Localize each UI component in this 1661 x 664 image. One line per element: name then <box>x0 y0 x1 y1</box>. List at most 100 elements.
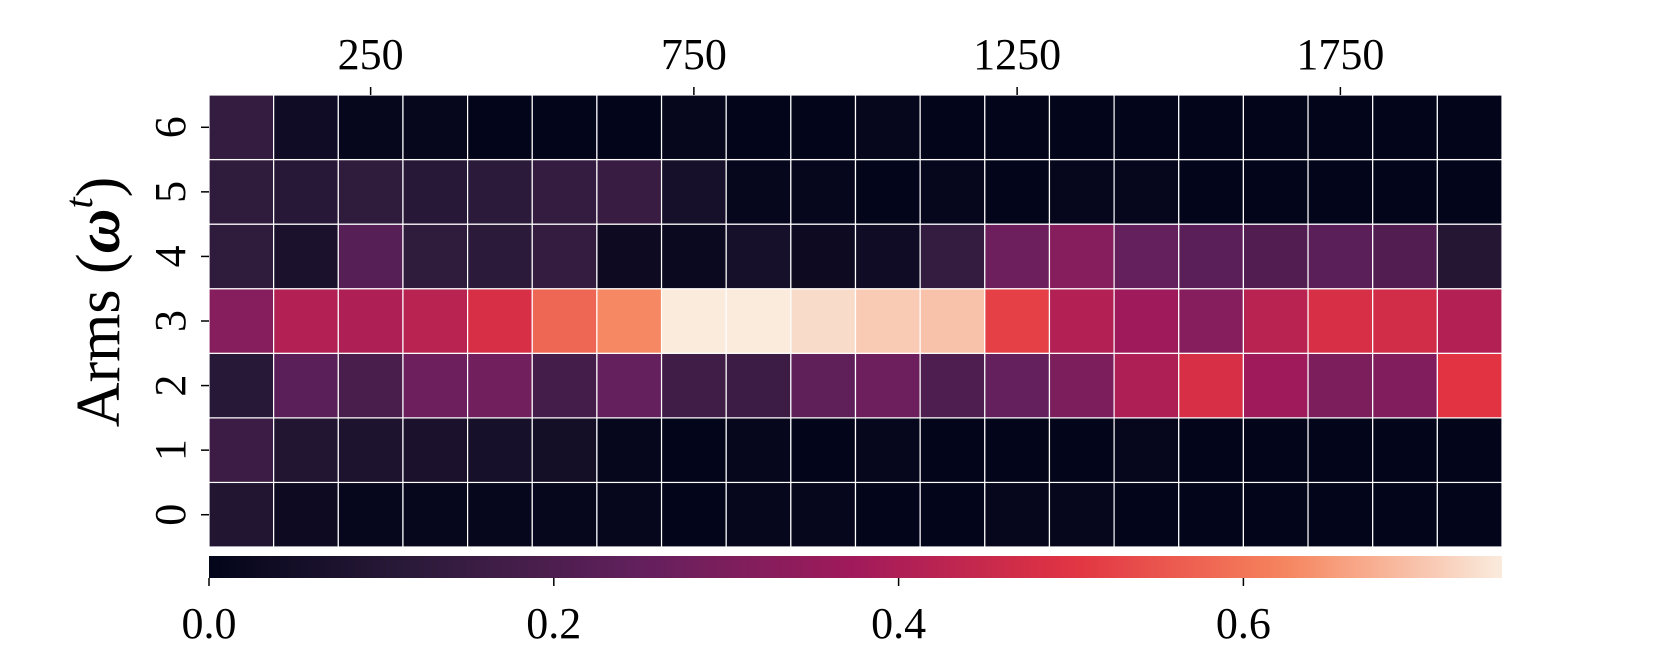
x-tick-label-3: 1750 <box>1296 30 1384 79</box>
heatmap-cell-r4-c8 <box>725 223 792 290</box>
heatmap-cell-r5-c3 <box>402 158 469 225</box>
heatmap-cell-r4-c7 <box>660 223 727 290</box>
heatmap-cell-r5-c9 <box>790 158 857 225</box>
heatmap-cell-r3-c17 <box>1307 288 1374 354</box>
heatmap-cell-r5-c15 <box>1178 158 1245 225</box>
heatmap-cell-r2-c3 <box>402 352 469 419</box>
heatmap-cell-r0-c19 <box>1436 481 1503 548</box>
heatmap-cell-r0-c0 <box>208 481 275 548</box>
heatmap-cell-r2-c10 <box>854 352 921 419</box>
heatmap-cell-r6-c17 <box>1307 94 1374 161</box>
y-tick-label-1: 1 <box>146 439 195 461</box>
heatmap-cell-r3-c13 <box>1048 288 1115 354</box>
heatmap-cell-r2-c7 <box>660 352 727 419</box>
heatmap-cell-r5-c6 <box>596 158 663 225</box>
heatmap-cell-r5-c2 <box>337 158 404 225</box>
y-axis: 0 1 2 3 4 5 6 <box>146 116 209 526</box>
heatmap-cell-r1-c7 <box>660 417 727 484</box>
heatmap-cell-r4-c19 <box>1436 223 1503 290</box>
heatmap-cell-r6-c4 <box>467 94 533 161</box>
heatmap-cell-r4-c5 <box>531 223 598 290</box>
heatmap-cell-r5-c18 <box>1372 158 1438 225</box>
y-tick-label-0: 0 <box>146 504 195 526</box>
x-axis-top: 250 750 1250 1750 <box>338 30 1384 95</box>
heatmap-cell-r6-c11 <box>919 94 986 161</box>
heatmap-cell-r5-c5 <box>531 158 598 225</box>
heatmap-cell-r3-c0 <box>208 288 275 354</box>
y-tick-label-5: 5 <box>146 181 195 203</box>
heatmap-cell-r4-c3 <box>402 223 469 290</box>
heatmap-cell-r1-c19 <box>1436 417 1503 484</box>
heatmap-cell-r2-c15 <box>1178 352 1245 419</box>
heatmap-cell-r0-c15 <box>1178 481 1245 548</box>
heatmap-cell-r3-c7 <box>660 288 727 354</box>
heatmap-cell-r5-c19 <box>1436 158 1503 225</box>
heatmap-cell-r1-c2 <box>337 417 404 484</box>
heatmap-cell-r3-c1 <box>273 288 339 354</box>
y-axis-label-superscript: t <box>56 197 101 209</box>
heatmap-cell-r2-c1 <box>273 352 339 419</box>
heatmap-cell-r3-c8 <box>725 288 792 354</box>
heatmap-cell-r3-c14 <box>1113 288 1180 354</box>
heatmap-cell-r1-c9 <box>790 417 857 484</box>
heatmap-cell-r2-c11 <box>919 352 986 419</box>
heatmap-cell-r3-c11 <box>919 288 986 354</box>
heatmap-cell-r6-c18 <box>1372 94 1438 161</box>
heatmap-cell-r2-c5 <box>531 352 598 419</box>
x-tick-label-1: 750 <box>661 30 727 79</box>
heatmap-cell-r2-c8 <box>725 352 792 419</box>
heatmap-cell-r3-c19 <box>1436 288 1503 354</box>
heatmap-cell-r1-c11 <box>919 417 986 484</box>
heatmap-cell-r0-c1 <box>273 481 339 548</box>
heatmap-cell-r1-c5 <box>531 417 598 484</box>
colorbar-tick-label-1: 0.2 <box>526 599 581 648</box>
y-tick-label-4: 4 <box>146 245 195 267</box>
heatmap-cell-r2-c13 <box>1048 352 1115 419</box>
heatmap-cell-r0-c8 <box>725 481 792 548</box>
x-tick-label-0: 250 <box>338 30 404 79</box>
heatmap-cell-r5-c10 <box>854 158 921 225</box>
heatmap-cell-r5-c11 <box>919 158 986 225</box>
heatmap-cell-r1-c12 <box>984 417 1051 484</box>
heatmap-cell-r4-c13 <box>1048 223 1115 290</box>
heatmap-cell-r0-c14 <box>1113 481 1180 548</box>
heatmap-cell-r0-c5 <box>531 481 598 548</box>
colorbar-tick-label-0: 0.0 <box>182 599 237 648</box>
heatmap-cell-r0-c3 <box>402 481 469 548</box>
heatmap-cell-r2-c19 <box>1436 352 1503 419</box>
y-axis-label-close: ) <box>65 177 133 198</box>
y-tick-label-3: 3 <box>146 310 195 332</box>
heatmap-cell-r2-c16 <box>1242 352 1309 419</box>
heatmap-cell-r1-c18 <box>1372 417 1438 484</box>
heatmap-cell-r5-c16 <box>1242 158 1309 225</box>
heatmap-cell-r6-c13 <box>1048 94 1115 161</box>
heatmap-cell-r3-c6 <box>596 288 663 354</box>
heatmap-cell-r3-c5 <box>531 288 598 354</box>
heatmap-cell-r4-c6 <box>596 223 663 290</box>
heatmap-cell-r2-c4 <box>467 352 533 419</box>
heatmap-cell-r0-c9 <box>790 481 857 548</box>
y-tick-label-2: 2 <box>146 375 195 397</box>
heatmap-cell-r5-c14 <box>1113 158 1180 225</box>
heatmap-cell-r5-c12 <box>984 158 1051 225</box>
heatmap-cell-r5-c4 <box>467 158 533 225</box>
heatmap-cell-r1-c16 <box>1242 417 1309 484</box>
heatmap-cell-r1-c3 <box>402 417 469 484</box>
heatmap-cell-r4-c17 <box>1307 223 1374 290</box>
heatmap-cell-r2-c18 <box>1372 352 1438 419</box>
heatmap-cell-r3-c10 <box>854 288 921 354</box>
heatmap-cell-r3-c4 <box>467 288 533 354</box>
heatmap-cell-r1-c10 <box>854 417 921 484</box>
heatmap-cell-r5-c0 <box>208 158 275 225</box>
heatmap-cell-r1-c13 <box>1048 417 1115 484</box>
heatmap-cell-r4-c12 <box>984 223 1051 290</box>
heatmap-cell-r5-c17 <box>1307 158 1374 225</box>
heatmap-cell-r6-c3 <box>402 94 469 161</box>
heatmap-cell-r1-c8 <box>725 417 792 484</box>
heatmap-cell-r2-c14 <box>1113 352 1180 419</box>
heatmap-cell-r6-c0 <box>208 94 275 161</box>
heatmap-cell-r6-c19 <box>1436 94 1503 161</box>
heatmap-cell-r6-c1 <box>273 94 339 161</box>
heatmap-cell-r6-c10 <box>854 94 921 161</box>
heatmap-cell-r0-c7 <box>660 481 727 548</box>
